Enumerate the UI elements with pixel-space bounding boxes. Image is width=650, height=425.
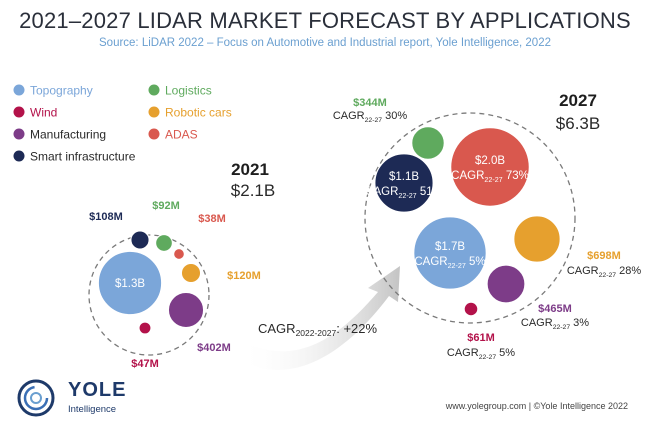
value-label-2021-wind: $47M (131, 358, 159, 370)
bubble-2021-robotic-cars (180, 262, 202, 284)
bubble-2027-robotic-cars (513, 215, 561, 263)
year-label-2027: 2027 (559, 91, 597, 110)
cagr-label-2027-topography: CAGR22-27 5% (414, 256, 485, 270)
legend-swatch-wind (13, 106, 25, 118)
legend-label-logistics: Logistics (165, 84, 212, 98)
bubble-2021-adas (172, 247, 186, 261)
legend-label-wind: Wind (30, 106, 57, 120)
value-label-2027-adas: $2.0B (475, 155, 505, 167)
cagr-label-2027-smart-infrastructure: CAGR22-27 51% (365, 186, 443, 200)
bubble-2027-wind (463, 301, 479, 317)
value-label-2027-manufacturing: $465M (538, 303, 572, 315)
yole-logo-icon (17, 379, 55, 417)
cagr-label-2027-manufacturing: CAGR22-27 3% (521, 317, 589, 331)
legend-label-robotic-cars: Robotic cars (165, 106, 232, 120)
growth-arrow-icon (240, 266, 400, 370)
legend-swatch-robotic-cars (148, 106, 160, 118)
bubble-2027-adas (450, 127, 530, 207)
bubble-2027-logistics (411, 126, 445, 160)
value-label-2027-wind: $61M (467, 332, 495, 344)
value-label-2021-manufacturing: $402M (197, 342, 231, 354)
value-label-2027-topography: $1.7B (435, 241, 465, 253)
legend-swatch-logistics (148, 84, 160, 96)
value-label-2027-smart-infrastructure: $1.1B (389, 171, 419, 183)
legend-label-topography: Topography (30, 84, 93, 98)
growth-label: CAGR2022-2027: +22% (258, 321, 377, 338)
logo-subtitle: Intelligence (68, 404, 117, 415)
value-label-2021-smart-infrastructure: $108M (89, 211, 123, 223)
bubble-2021-smart-infrastructure (130, 230, 150, 250)
legend-swatch-topography (13, 84, 25, 96)
year-total-2021: $2.1B (231, 181, 275, 200)
cagr-label-2027-adas: CAGR22-27 73% (451, 170, 529, 184)
logo-name: YOLE (68, 379, 127, 401)
value-label-2021-logistics: $92M (152, 200, 180, 212)
cagr-label-2027-robotic-cars: CAGR22-27 28% (567, 265, 642, 279)
legend-label-manufacturing: Manufacturing (30, 128, 106, 142)
value-label-2027-robotic-cars: $698M (587, 250, 621, 262)
value-label-2021-adas: $38M (198, 213, 226, 225)
bubble-2021-logistics (154, 233, 174, 253)
value-label-2027-logistics: $344M (353, 97, 387, 109)
bubble-2027-manufacturing (486, 264, 526, 304)
bubble-group-frame-2021 (88, 234, 210, 356)
value-label-2021-topography: $1.3B (115, 278, 145, 290)
legend-label-adas: ADAS (165, 128, 198, 142)
legend-label-smart-infrastructure: Smart infrastructure (30, 150, 136, 164)
chart-source: Source: LiDAR 2022 – Focus on Automotive… (99, 37, 551, 49)
year-total-2027: $6.3B (556, 114, 600, 133)
legend-swatch-smart-infrastructure (13, 150, 25, 162)
chart-title: 2021–2027 LIDAR MARKET FORECAST BY APPLI… (19, 8, 631, 33)
footer-credit: www.yolegroup.com | ©Yole Intelligence 2… (445, 401, 628, 411)
year-label-2021: 2021 (231, 160, 269, 179)
bubble-2021-wind (138, 321, 152, 335)
bubble-2027-topography (413, 216, 487, 290)
cagr-label-2027-logistics: CAGR22-27 30% (333, 110, 408, 124)
legend-swatch-adas (148, 128, 160, 140)
bubble-group-frame-2027 (364, 112, 576, 324)
bubble-2021-topography (97, 250, 163, 316)
bubble-2021-manufacturing (167, 291, 205, 329)
legend-swatch-manufacturing (13, 128, 25, 140)
bubble-2027-smart-infrastructure (374, 153, 434, 213)
value-label-2021-robotic-cars: $120M (227, 270, 261, 282)
cagr-label-2027-wind: CAGR22-27 5% (447, 347, 515, 361)
